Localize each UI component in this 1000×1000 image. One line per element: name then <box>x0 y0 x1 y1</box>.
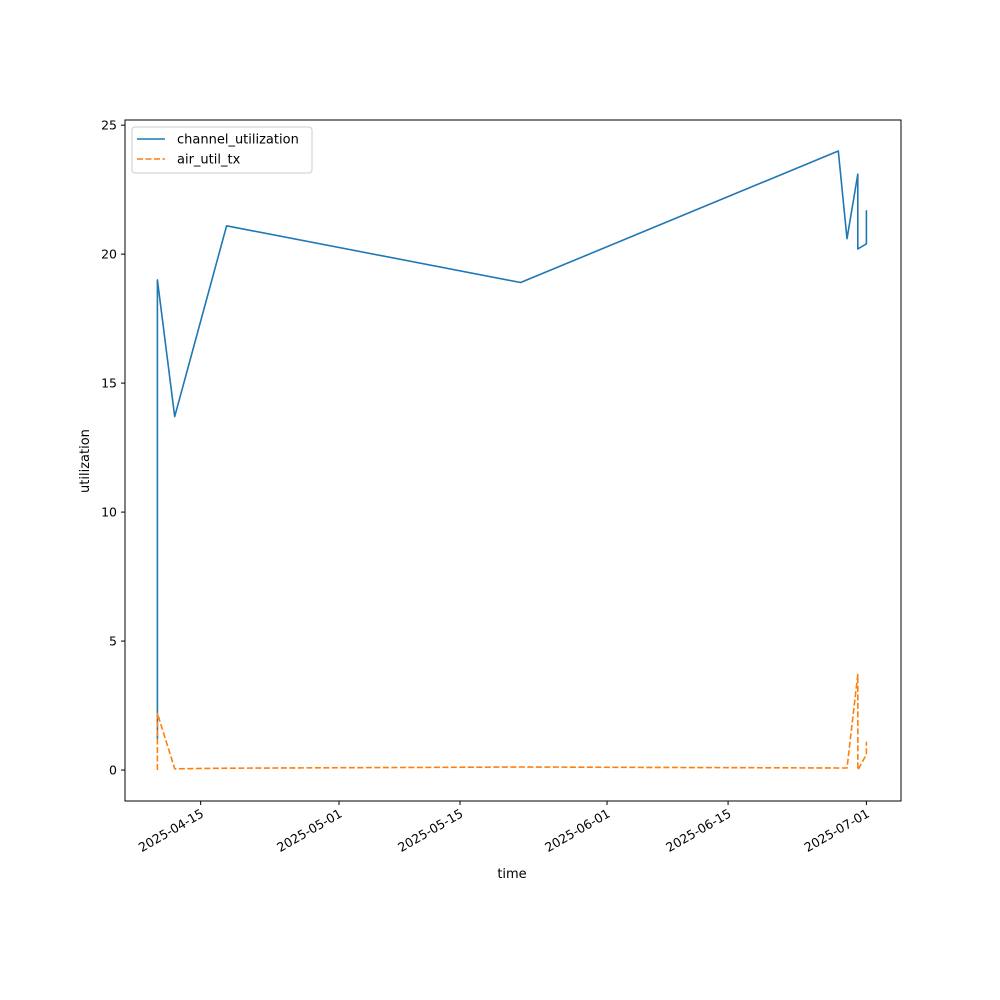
x-tick-label: 2025-07-01 <box>801 806 871 855</box>
y-axis-label: utilization <box>78 429 93 493</box>
y-tick-label: 20 <box>101 247 117 262</box>
x-axis-ticks: 2025-04-15 2025-05-01 2025-05-15 2025-06-01… <box>136 801 872 855</box>
x-tick-label: 2025-05-01 <box>274 806 344 855</box>
axes-frame <box>124 119 902 802</box>
x-tick-label: 2025-05-15 <box>395 806 465 855</box>
y-tick-label: 10 <box>101 505 117 520</box>
legend-label: channel_utilization <box>177 133 299 148</box>
legend-box <box>131 126 313 174</box>
x-tick-label: 2025-06-01 <box>542 806 612 855</box>
plot-lines <box>156 150 868 771</box>
series-line-channel-utilization <box>156 150 868 740</box>
series-line-air-util-tx <box>156 673 868 771</box>
y-tick-label: 25 <box>101 118 117 133</box>
x-tick-label: 2025-04-15 <box>136 806 206 855</box>
x-axis-label: time <box>497 867 526 882</box>
y-tick-label: 15 <box>101 376 117 391</box>
legend: channel_utilization air_util_tx <box>131 126 313 174</box>
y-tick-label: 5 <box>109 634 117 649</box>
y-tick-label: 0 <box>109 763 117 778</box>
y-axis-ticks: 0 5 10 15 20 25 <box>101 118 125 778</box>
legend-label: air_util_tx <box>177 153 241 168</box>
x-tick-label: 2025-06-15 <box>663 806 733 855</box>
